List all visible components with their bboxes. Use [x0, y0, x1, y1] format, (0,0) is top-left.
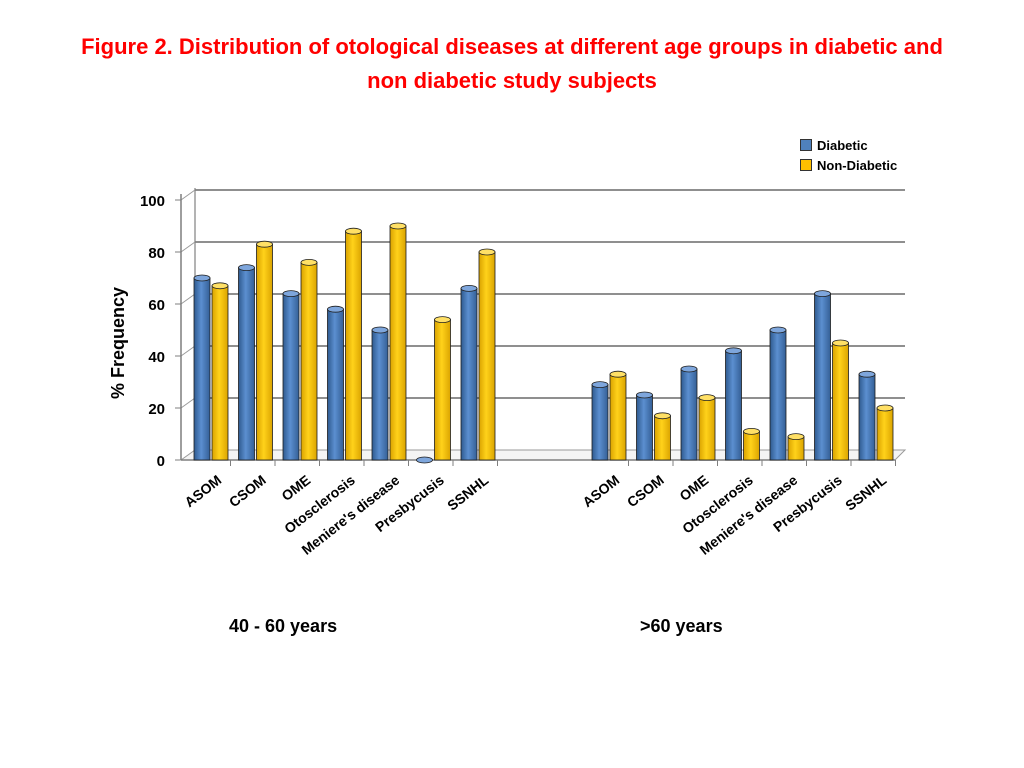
bar-over-60-csom-non-diabetic	[654, 412, 671, 461]
bar-40-60-ssnhl-non-diabetic	[478, 248, 496, 461]
gridline-side	[180, 189, 196, 201]
y-tick-label: 80	[148, 245, 165, 262]
legend-label-diabetic: Diabetic	[817, 137, 868, 153]
bar-over-60-otosclerosis-non-diabetic	[743, 427, 760, 461]
chart-title-line1: Figure 2. Distribution of otological dis…	[81, 34, 943, 59]
legend: Diabetic Non-Diabetic	[800, 135, 897, 175]
bar-40-60-csom-diabetic	[238, 264, 255, 461]
bar-40-60-ssnhl-diabetic	[460, 284, 478, 461]
bar-over-60-ssnhl-diabetic	[858, 370, 876, 461]
bar-40-60-ome-non-diabetic	[300, 258, 318, 461]
x-tick-label: OME	[278, 472, 313, 504]
gridline-side	[180, 293, 196, 305]
legend-swatch-diabetic	[800, 139, 812, 151]
bar-over-60-asom-non-diabetic	[609, 370, 627, 461]
y-axis-label: % Frequency	[108, 287, 128, 399]
bar-over-60-otosclerosis-diabetic	[725, 347, 742, 461]
chart-title-line2: non diabetic study subjects	[367, 68, 657, 93]
x-tick-label: ASOM	[579, 472, 622, 510]
legend-item-diabetic: Diabetic	[800, 135, 897, 155]
x-tick-label: SSNHL	[842, 471, 890, 513]
bar-over-60-asom-diabetic	[591, 381, 609, 461]
bar-40-60-asom-non-diabetic	[211, 282, 229, 461]
bar-over-60-presbycusis-non-diabetic	[832, 339, 849, 461]
gridline-side	[180, 345, 196, 357]
gridline-side	[180, 397, 196, 409]
y-tick-label: 0	[157, 453, 165, 470]
y-tick-label: 60	[148, 297, 165, 314]
x-tick-label: CSOM	[226, 472, 269, 510]
x-tick-label: SSNHL	[444, 471, 492, 513]
bar-40-60-meniere-s-disease-diabetic	[371, 326, 389, 461]
x-tick-label: OME	[676, 472, 711, 504]
bar-40-60-asom-diabetic	[193, 274, 211, 461]
x-tick-label: CSOM	[624, 472, 667, 510]
gridline-side	[180, 241, 196, 253]
group-label-over-60: >60 years	[640, 616, 723, 636]
bar-over-60-ome-non-diabetic	[698, 394, 716, 461]
bar-40-60-presbycusis-non-diabetic	[434, 316, 451, 461]
bar-40-60-meniere-s-disease-non-diabetic	[389, 222, 407, 461]
bar-over-60-presbycusis-diabetic	[814, 290, 831, 461]
y-tick-label: 100	[140, 193, 165, 210]
bar-over-60-meniere-s-disease-non-diabetic	[787, 433, 805, 461]
bar-40-60-csom-non-diabetic	[256, 240, 273, 461]
group-label-40-60: 40 - 60 years	[229, 616, 338, 636]
bar-over-60-ome-diabetic	[680, 365, 698, 461]
x-tick-label: ASOM	[181, 472, 224, 510]
chart-title: Figure 2. Distribution of otological dis…	[0, 30, 1024, 98]
bar-40-60-presbycusis-diabetic	[416, 456, 433, 464]
legend-swatch-non-diabetic	[800, 159, 812, 171]
y-tick-label: 20	[148, 401, 165, 418]
bar-over-60-ssnhl-non-diabetic	[876, 404, 894, 461]
bar-40-60-otosclerosis-non-diabetic	[345, 227, 362, 461]
bar-over-60-csom-diabetic	[636, 391, 653, 461]
legend-item-non-diabetic: Non-Diabetic	[800, 155, 897, 175]
y-tick-label: 40	[148, 349, 165, 366]
bar-40-60-ome-diabetic	[282, 290, 300, 461]
legend-label-non-diabetic: Non-Diabetic	[817, 157, 898, 173]
bar-over-60-meniere-s-disease-diabetic	[769, 326, 787, 461]
bar-40-60-otosclerosis-diabetic	[327, 305, 344, 461]
